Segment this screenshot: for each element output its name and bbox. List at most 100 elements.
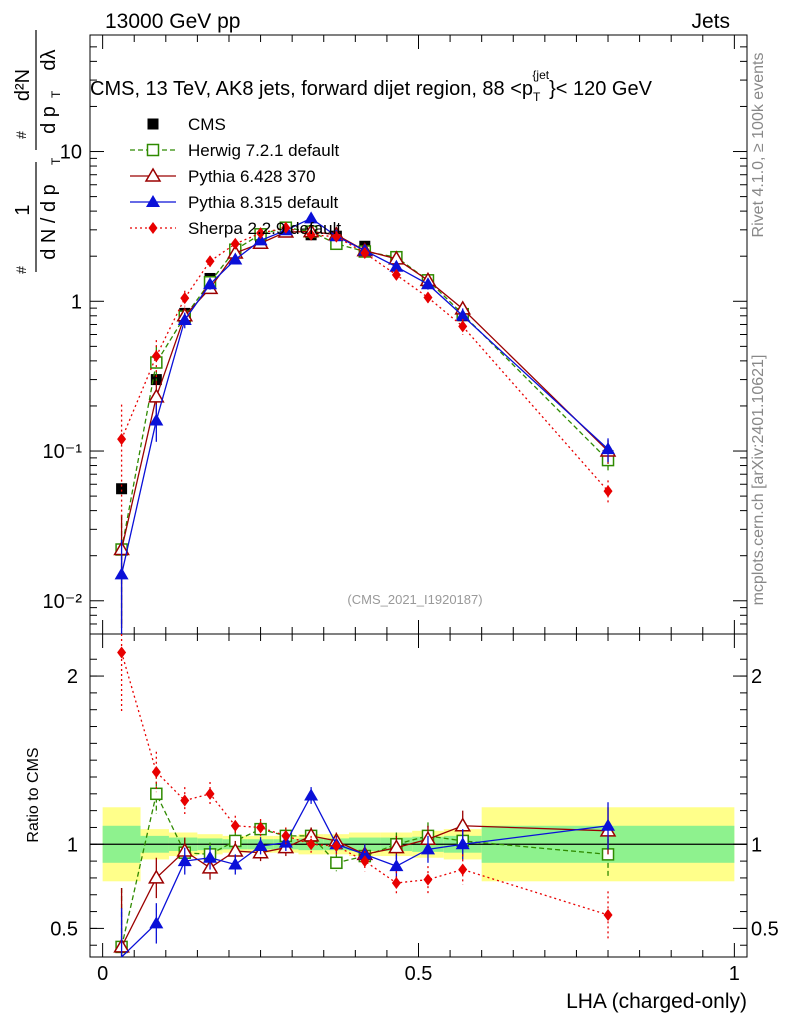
legend-marker (147, 118, 159, 130)
ratio-point (391, 876, 401, 889)
ratio-frame (89, 633, 748, 958)
data-point (116, 483, 128, 495)
header-left: 13000 GeV pp (105, 10, 240, 33)
data-point (230, 237, 240, 250)
series-pythia (113, 223, 617, 628)
ratio-point (281, 829, 291, 842)
data-point (281, 221, 291, 234)
y-label-den2-sub: T (49, 90, 63, 98)
data-point (423, 291, 433, 304)
rivet-label: Rivet 4.1.0, ≥ 100k events (750, 53, 767, 238)
data-point (148, 388, 165, 403)
y-label-lambda: dλ (38, 49, 60, 70)
x-tick-label: 0.5 (405, 963, 433, 985)
mcplots-label: mcplots.cern.ch [arXiv:2401.10621] (750, 355, 767, 606)
ratio-point (150, 787, 163, 801)
data-point (117, 433, 127, 446)
series-sherpa (117, 221, 613, 518)
y-tick-label: 10 (60, 142, 82, 164)
series-pythia (114, 211, 616, 634)
data-point (389, 259, 404, 272)
ratio-plot-data (113, 634, 617, 958)
legend-label: Sherpa 2.2.9 default (188, 219, 341, 238)
y-label-hash1: # (13, 266, 29, 274)
ratio-point (454, 817, 472, 832)
data-point (180, 292, 190, 305)
ratio-point (117, 646, 127, 659)
ratio-point (360, 855, 370, 868)
ratio-point (388, 839, 405, 854)
data-point (603, 485, 613, 498)
y-label-hash2: # (13, 131, 29, 139)
ratio-point (203, 850, 218, 863)
data-point (331, 230, 341, 243)
data-point (420, 277, 435, 290)
data-point (601, 442, 616, 455)
ratio-point (180, 794, 190, 807)
series-line (120, 230, 609, 550)
legend-label: Pythia 6.428 370 (188, 167, 316, 186)
ratio-point (603, 908, 613, 921)
x-tick-label: 1 (729, 963, 740, 985)
ratio-point (256, 821, 266, 834)
data-point (177, 312, 192, 325)
ratio-series-line (120, 652, 609, 916)
legend-label: Pythia 8.315 default (188, 193, 339, 212)
y-label-num: 1 (12, 204, 34, 215)
data-point (256, 227, 266, 240)
legend-marker (148, 222, 158, 234)
ratio-point (253, 838, 268, 851)
y-axis-label-ratio: Ratio to CMS (25, 747, 42, 842)
legend-marker (146, 143, 160, 157)
series-line (120, 217, 609, 575)
ratio-point (331, 839, 341, 852)
plot-title-sup: {jet (532, 68, 549, 82)
plot-title-after: }< 120 GeV (549, 78, 653, 100)
ratio-point (230, 819, 240, 832)
y-axis-label-main: # 1 d N / d p T # d²N d p T dλ (12, 30, 63, 274)
ratio-point (149, 916, 164, 929)
ratio-series-sherpa (117, 634, 613, 939)
data-point (306, 228, 316, 241)
y-tick-label: 10⁻¹ (43, 441, 83, 463)
legend: CMS Herwig 7.2.1 default Pythia 6.428 370 P… (130, 115, 341, 238)
data-point (203, 277, 218, 290)
y-tick-label: 1 (71, 291, 82, 313)
legend-label: Herwig 7.2.1 default (188, 141, 339, 160)
data-point (391, 268, 401, 281)
ratio-point (306, 838, 316, 851)
ratio-y-tick-label-right: 1 (751, 834, 762, 856)
ratio-point (357, 847, 372, 860)
main-plot-data (113, 211, 617, 634)
ratio-plot-axes: 0 0.5 1 0.5 0.5 1 1 2 2 (50, 633, 779, 985)
y-tick-label: 10⁻² (43, 591, 83, 613)
ratio-y-tick-label: 0.5 (50, 918, 78, 940)
ratio-point (304, 788, 319, 801)
ratio-point (151, 765, 161, 778)
legend-label: CMS (188, 115, 226, 134)
ratio-point (177, 854, 192, 867)
data-point (149, 413, 164, 426)
series-herwig (115, 221, 615, 628)
ratio-point (389, 859, 404, 872)
ratio-point (455, 837, 470, 850)
ratio-point (420, 842, 435, 855)
data-point (253, 233, 268, 246)
ratio-y-tick-label-right: 2 (751, 666, 762, 688)
series-line (120, 227, 609, 550)
data-point (360, 247, 370, 260)
y-label-den-sub: T (49, 157, 63, 165)
analysis-id: (CMS_2021_I1920187) (347, 592, 482, 607)
series-line (120, 227, 609, 492)
ratio-y-tick-label: 1 (67, 834, 78, 856)
data-point (458, 320, 468, 333)
data-point (304, 211, 319, 224)
x-tick-label: 0 (97, 963, 108, 985)
data-point (455, 308, 470, 321)
data-point (228, 252, 243, 265)
plot-title-sub: T (533, 90, 541, 104)
ratio-point (205, 787, 215, 800)
y-label-num2: d²N (12, 69, 34, 101)
ratio-point (148, 869, 165, 884)
